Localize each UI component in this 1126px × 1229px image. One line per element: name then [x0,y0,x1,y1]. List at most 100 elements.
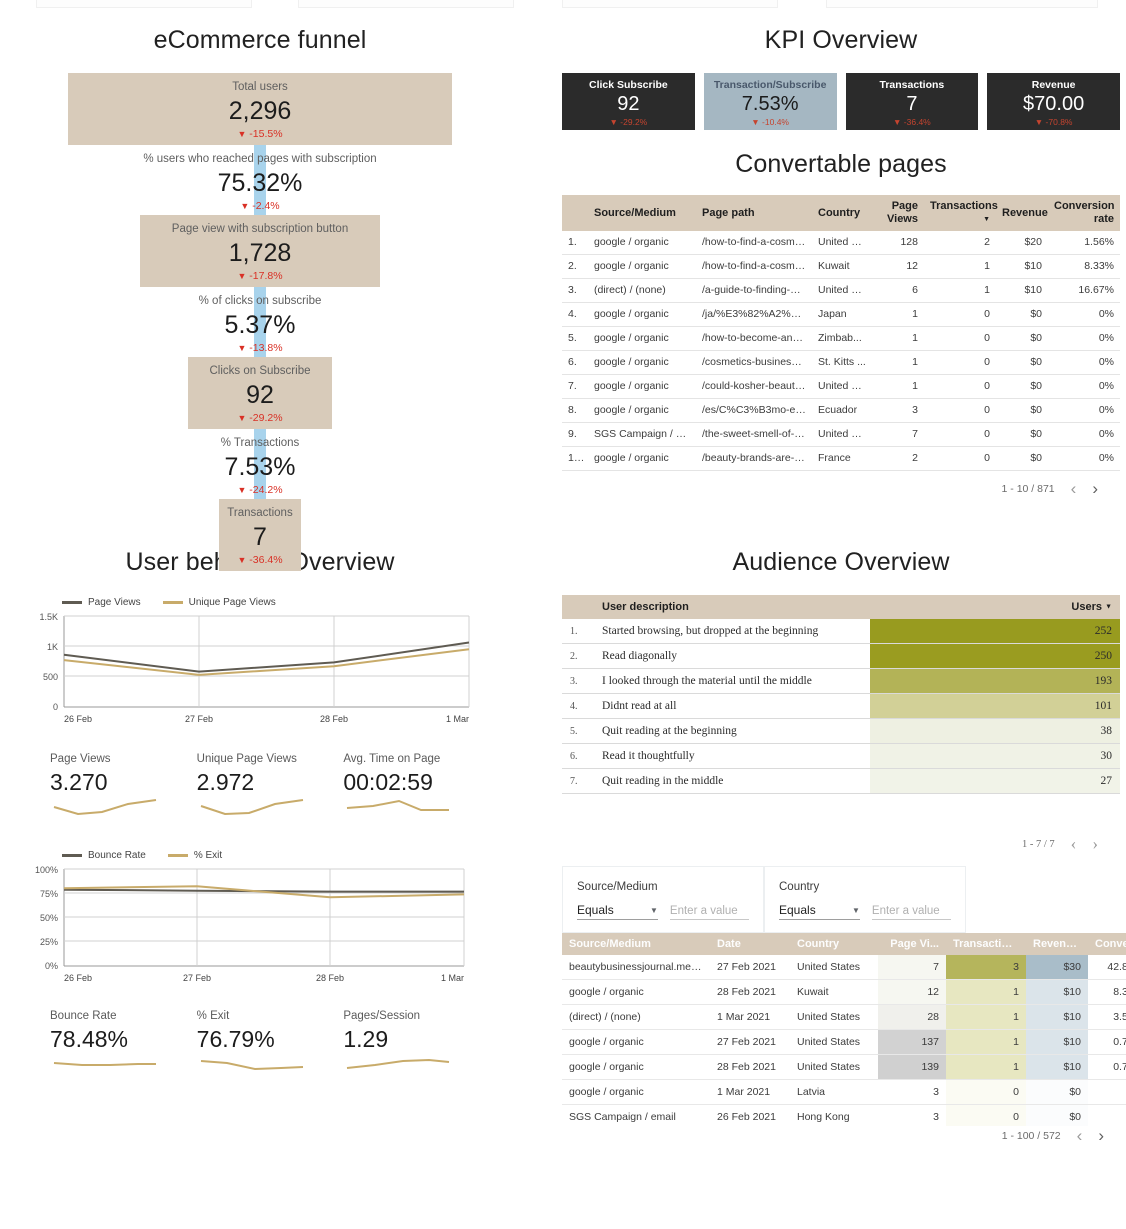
table-row[interactable]: 3. (direct) / (none)/a-guide-to-finding-a… [562,278,1120,304]
cell-page-views: 128 [872,231,924,256]
legend-item-unique-page-views[interactable]: Unique Page Views [162,597,276,608]
table-row[interactable]: SGS Campaign / email 26 Feb 2021 Hong Kong… [562,1104,1126,1126]
table-row[interactable]: (direct) / (none) 1 Mar 2021 United States… [562,1004,1126,1030]
column-header-index[interactable] [562,595,594,619]
scorecard-pages-per-session[interactable]: Pages/Session 1.29 [343,1008,490,1081]
audience-overview-table: User description Users ▼ 1. Started brows… [562,595,1120,794]
legend-item-bounce-rate[interactable]: Bounce Rate [62,850,146,861]
table-row[interactable]: 7. google / organic/could-kosher-beauty-.… [562,374,1120,400]
scorecard-avg-time-on-page[interactable]: Avg. Time on Page 00:02:59 [343,751,490,824]
cell-country: United K... [812,422,872,448]
funnel-bar[interactable]: Clicks on Subscribe 92 ▼ -29.2% [188,357,332,429]
table-row[interactable]: 7. Quit reading in the middle 27 [562,768,1120,794]
column-header-source-medium[interactable]: Source/Medium [562,933,710,955]
column-header-source-medium[interactable]: Source/Medium [588,195,696,232]
kpi-card-transactions[interactable]: Transactions 7 ▼ -36.4% [845,73,979,130]
scorecard-percent-exit[interactable]: % Exit 76.79% [197,1008,344,1081]
sparkline [347,1058,450,1069]
table-row[interactable]: 1. Started browsing, but dropped at the b… [562,619,1120,644]
legend-item-percent-exit[interactable]: % Exit [167,850,222,861]
column-header-revenue[interactable]: Revenue...▼ [1026,933,1088,955]
kpi-card-name: Transaction/Subscribe [713,78,827,91]
table-row[interactable]: 4. google / organic/ja/%E3%82%A2%E3... Jap… [562,302,1120,328]
cell-country: Japan [812,302,872,328]
funnel-bar[interactable]: Transactions 7 ▼ -36.4% [219,499,301,571]
top-card-edge [826,0,1098,8]
cell-user-description: I looked through the material until the … [594,668,870,694]
previous-page-icon[interactable]: ‹ [1076,1126,1083,1145]
column-header-date[interactable]: Date [710,933,790,955]
table-row[interactable]: google / organic 27 Feb 2021 United States… [562,1029,1126,1055]
cell-page-views: 6 [872,278,924,304]
bounce-rate-line-chart[interactable]: 100% 75% 50% 25% 0% [0,861,520,992]
kpi-card-click-subscribe[interactable]: Click Subscribe 92 ▼ -29.2% [562,73,695,130]
table-row[interactable]: google / organic 28 Feb 2021 United States… [562,1054,1126,1080]
kpi-card-name: Transactions [879,78,945,91]
cell-date: 27 Feb 2021 [710,1029,790,1055]
cell-revenue: $0 [1026,1104,1088,1126]
x-tick-26-feb: 26 Feb [64,714,92,724]
next-page-icon[interactable]: › [1092,834,1098,853]
table-row[interactable]: 5. Quit reading at the beginning 38 [562,718,1120,744]
column-header-user-description[interactable]: User description [594,595,870,619]
table-row[interactable]: 6. google / organic/cosmetics-business-..… [562,350,1120,376]
table-row[interactable]: 8. google / organic/es/C%C3%B3mo-enc... Ec… [562,398,1120,424]
filter-value-input[interactable]: Enter a value [871,905,951,920]
column-header-index[interactable] [562,195,588,232]
table-row[interactable]: google / organic 28 Feb 2021 Kuwait 12 1 $10 8… [562,979,1126,1005]
scorecard-value: 2.972 [196,769,255,795]
filter-operator-select[interactable]: Equals ▼ [779,903,860,920]
table-row[interactable]: beautybusinessjournal.memb... 27 Feb 2021… [562,955,1126,980]
cell-revenue: $0 [1026,1079,1088,1105]
table-row[interactable]: 6. Read it thoughtfully 30 [562,743,1120,769]
kpi-card-name: Click Subscribe [588,78,668,91]
legend-item-page-views[interactable]: Page Views [62,597,141,608]
cell-date: 27 Feb 2021 [710,955,790,980]
table-row[interactable]: 1. google / organic/how-to-find-a-cosme..… [562,231,1120,256]
column-header-page-views[interactable]: Page Vi... [878,933,946,955]
funnel-bar[interactable]: Page view with subscription button 1,728… [140,215,380,287]
table-row[interactable]: 5. google / organic/how-to-become-an-in..… [562,326,1120,352]
funnel-step-delta: ▼ -17.8% [237,270,283,282]
column-header-users[interactable]: Users ▼ [870,595,1120,619]
page-views-line-chart[interactable]: 1.5K 1K 500 0 [0,608,520,733]
table-row[interactable]: 9. SGS Campaign / em.../the-sweet-smell-o… [562,422,1120,448]
filter-source-medium: Source/Medium Equals ▼ Enter a value [562,866,764,933]
filter-operator-select[interactable]: Equals ▼ [577,903,658,920]
column-header-country[interactable]: Country [790,933,878,955]
cell-user-description: Read it thoughtfully [594,743,870,769]
funnel-step-label: % of clicks on subscribe [198,295,322,307]
funnel-bar[interactable]: Total users 2,296 ▼ -15.5% [68,73,452,145]
filter-value-input[interactable]: Enter a value [669,905,749,920]
kpi-card-transaction-subscribe[interactable]: Transaction/Subscribe 7.53% ▼ -10.4% [703,73,837,130]
scorecard-page-views[interactable]: Page Views 3.270 [50,751,197,824]
cell-revenue: $0 [996,350,1048,376]
next-page-icon[interactable]: › [1092,479,1098,499]
down-arrow-icon: ▼ [237,129,247,139]
scorecard-bounce-rate[interactable]: Bounce Rate 78.48% [50,1008,197,1081]
column-header-revenue[interactable]: Revenue [996,195,1048,232]
table-row[interactable]: 3. I looked through the material until th… [562,668,1120,694]
kpi-overview-panel: KPI Overview Click Subscribe 92 ▼ -29.2%… [556,26,1126,130]
column-header-conversion-rate[interactable]: Conversion rate [1048,195,1120,232]
funnel-step-delta: ▼ -15.5% [237,128,283,140]
column-header-transactions[interactable]: Transactions [946,933,1026,955]
column-header-page-views[interactable]: Page Views [872,195,924,232]
detail-table-container: Source/Medium Date Country Page Vi... Tr… [556,933,1126,1126]
table-row[interactable]: 4. Didnt read at all 101 [562,693,1120,719]
previous-page-icon[interactable]: ‹ [1070,834,1077,853]
column-header-conversion-rate[interactable]: Conversi... [1088,933,1126,955]
table-row[interactable]: 2. google / organic/how-to-find-a-cosme..… [562,254,1120,280]
previous-page-icon[interactable]: ‹ [1070,479,1077,499]
table-row[interactable]: 2. Read diagonally 250 [562,643,1120,669]
column-header-transactions[interactable]: Transactions ▼ [924,195,998,232]
cell-page-views: 139 [878,1054,946,1080]
next-page-icon[interactable]: › [1098,1126,1104,1145]
column-header-country[interactable]: Country [812,195,872,232]
cell-conversion-rate: 3.57% [1088,1004,1126,1030]
scorecard-unique-page-views[interactable]: Unique Page Views 2.972 [197,751,344,824]
column-header-page-path[interactable]: Page path [696,195,812,232]
kpi-card-revenue[interactable]: Revenue $70.00 ▼ -70.8% [987,73,1120,130]
table-row[interactable]: 1... google / organic/beauty-brands-are-f… [562,446,1120,472]
